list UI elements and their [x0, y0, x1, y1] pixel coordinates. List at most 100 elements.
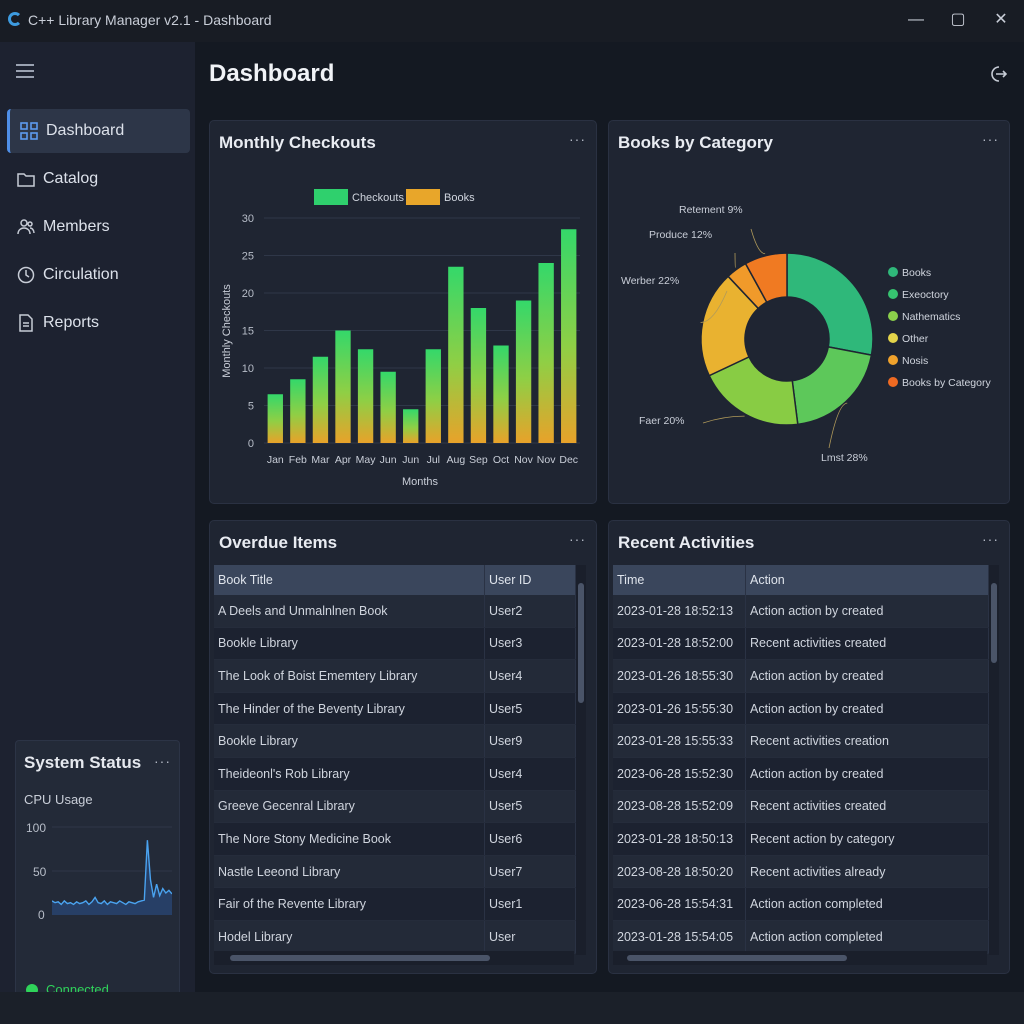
- legend-swatch: [888, 333, 898, 343]
- legend-label: Nosis: [902, 355, 928, 367]
- x-tick-label: Mar: [311, 454, 330, 466]
- cpu-y-tick: 50: [33, 865, 47, 879]
- horizontal-scrollbar[interactable]: [613, 951, 987, 965]
- panel-title: Books by Category: [618, 133, 773, 152]
- x-tick-label: Feb: [289, 454, 307, 466]
- more-options-icon[interactable]: ···: [982, 531, 999, 547]
- logout-icon[interactable]: [988, 64, 1008, 84]
- y-tick-label: 20: [242, 288, 254, 300]
- close-button[interactable]: ✕: [994, 11, 1008, 28]
- column-header[interactable]: Action: [745, 565, 989, 595]
- bar[interactable]: [267, 394, 283, 443]
- table-row[interactable]: The Look of Boist Ememtery Library User4: [214, 659, 576, 693]
- table-row[interactable]: 2023-01-28 18:52:00 Recent activities cre…: [613, 627, 989, 661]
- table-row[interactable]: A Deels and Unmalnlnen Book User2: [214, 595, 576, 628]
- sidebar-item-circulation[interactable]: Circulation: [7, 253, 187, 297]
- table-cell: 2023-06-28 15:52:30: [613, 757, 746, 791]
- table-row[interactable]: The Hinder of the Beventy Library User5: [214, 692, 576, 726]
- horizontal-scrollbar[interactable]: [214, 951, 574, 965]
- table-row[interactable]: 2023-06-28 15:52:30 Action action by crea…: [613, 757, 989, 791]
- table-cell: The Look of Boist Ememtery Library: [214, 659, 485, 693]
- vertical-scrollbar[interactable]: [576, 565, 586, 955]
- sidebar-item-label: Members: [43, 218, 110, 235]
- legend-label: Books: [444, 192, 475, 204]
- bar[interactable]: [312, 356, 329, 443]
- table-cell: User4: [484, 757, 576, 791]
- title-bar: C++ Library Manager v2.1 - Dashboard — ▢…: [0, 0, 1024, 43]
- more-options-icon[interactable]: ···: [569, 131, 586, 147]
- bar[interactable]: [515, 300, 532, 444]
- table-row[interactable]: Bookle Library User9: [214, 724, 576, 758]
- table-row[interactable]: 2023-01-28 15:55:33 Recent activities cre…: [613, 724, 989, 758]
- panel-title: Recent Activities: [618, 533, 755, 552]
- table-cell: Recent action by category: [745, 822, 989, 856]
- leader-line: [700, 290, 728, 323]
- x-tick-label: Aug: [447, 454, 466, 466]
- table-row[interactable]: The Nore Stony Medicine Book User6: [214, 822, 576, 856]
- pie-slice[interactable]: [786, 252, 874, 356]
- bar[interactable]: [425, 349, 441, 443]
- table-row[interactable]: Nastle Leeond Library User7: [214, 855, 576, 889]
- column-header[interactable]: Book Title: [214, 565, 485, 595]
- table-row[interactable]: Hodel Library User: [214, 920, 576, 954]
- cpu-usage-chart: [52, 826, 172, 915]
- table-row[interactable]: 2023-01-26 18:55:30 Action action by crea…: [613, 659, 989, 693]
- y-tick-label: 0: [248, 438, 254, 450]
- table-cell: Action action completed: [745, 887, 989, 921]
- sidebar-item-label: Dashboard: [46, 122, 125, 139]
- vertical-scrollbar[interactable]: [989, 565, 999, 955]
- books-by-category-chart: Lmst 28% Faer 20% Werber 22% Produce 12% Ret…: [621, 204, 991, 464]
- table-row[interactable]: 2023-08-28 18:50:20 Recent activities alr…: [613, 855, 989, 889]
- table-row[interactable]: Theideonl's Rob Library User4: [214, 757, 576, 791]
- more-options-icon[interactable]: ···: [982, 131, 999, 147]
- sidebar-item-catalog[interactable]: Catalog: [7, 157, 187, 201]
- table-row[interactable]: Fair of the Revente Library User1: [214, 887, 576, 921]
- slice-label: Faer 20%: [639, 415, 685, 427]
- bar[interactable]: [470, 308, 487, 443]
- bar[interactable]: [538, 263, 554, 443]
- bar[interactable]: [403, 409, 419, 443]
- folder-icon: [17, 173, 35, 187]
- cpu-usage-label: CPU Usage: [24, 792, 93, 807]
- column-header[interactable]: Time: [613, 565, 746, 595]
- table-row[interactable]: 2023-08-28 15:52:09 Recent activities cre…: [613, 790, 989, 824]
- table-row[interactable]: 2023-01-28 18:50:13 Recent action by cate…: [613, 822, 989, 856]
- sidebar-item-members[interactable]: Members: [7, 205, 187, 249]
- table-row[interactable]: 2023-01-26 15:55:30 Action action by crea…: [613, 692, 989, 726]
- cpu-area: [52, 840, 172, 915]
- bar[interactable]: [290, 379, 306, 443]
- hamburger-menu-icon[interactable]: [16, 64, 34, 78]
- bar[interactable]: [357, 349, 374, 443]
- minimize-button[interactable]: —: [908, 11, 924, 28]
- y-axis-label: Monthly Checkouts: [221, 284, 233, 378]
- bar[interactable]: [448, 266, 464, 443]
- cpu-line: [52, 840, 172, 906]
- bar[interactable]: [561, 229, 577, 443]
- pie-slice[interactable]: [744, 252, 788, 304]
- table-row[interactable]: Bookle Library User3: [214, 627, 576, 661]
- sidebar-item-label: Circulation: [43, 266, 119, 283]
- slice-label: Retement 9%: [679, 204, 743, 216]
- bar[interactable]: [335, 330, 351, 444]
- maximize-button[interactable]: ▢: [950, 11, 966, 28]
- x-tick-label: Dec: [559, 454, 578, 466]
- legend-label: Nathematics: [902, 311, 960, 323]
- sidebar-item-dashboard[interactable]: Dashboard: [7, 109, 190, 153]
- monthly-checkouts-panel: Monthly Checkouts ··· 30 25 20 15 10 5 0 Jan Feb…: [209, 120, 597, 504]
- table-row[interactable]: 2023-01-28 15:54:05 Action action complet…: [613, 920, 989, 954]
- table-row[interactable]: 2023-01-28 18:52:13 Action action by crea…: [613, 595, 989, 628]
- more-options-icon[interactable]: ···: [154, 753, 171, 769]
- table-row[interactable]: 2023-06-28 15:54:31 Action action complet…: [613, 887, 989, 921]
- status-bar: [0, 992, 1024, 1024]
- pie-slice[interactable]: [791, 345, 873, 426]
- sidebar-item-label: Reports: [43, 314, 100, 331]
- table-row[interactable]: Greeve Gecenral Library User5: [214, 790, 576, 824]
- sidebar-item-reports[interactable]: Reports: [7, 301, 187, 345]
- more-options-icon[interactable]: ···: [569, 531, 586, 547]
- column-header[interactable]: User ID: [484, 565, 576, 595]
- bar[interactable]: [380, 371, 396, 443]
- x-tick-label: Nov: [537, 454, 556, 466]
- legend-swatch: [406, 189, 440, 205]
- bar[interactable]: [493, 345, 509, 444]
- table-cell: User4: [484, 659, 576, 693]
